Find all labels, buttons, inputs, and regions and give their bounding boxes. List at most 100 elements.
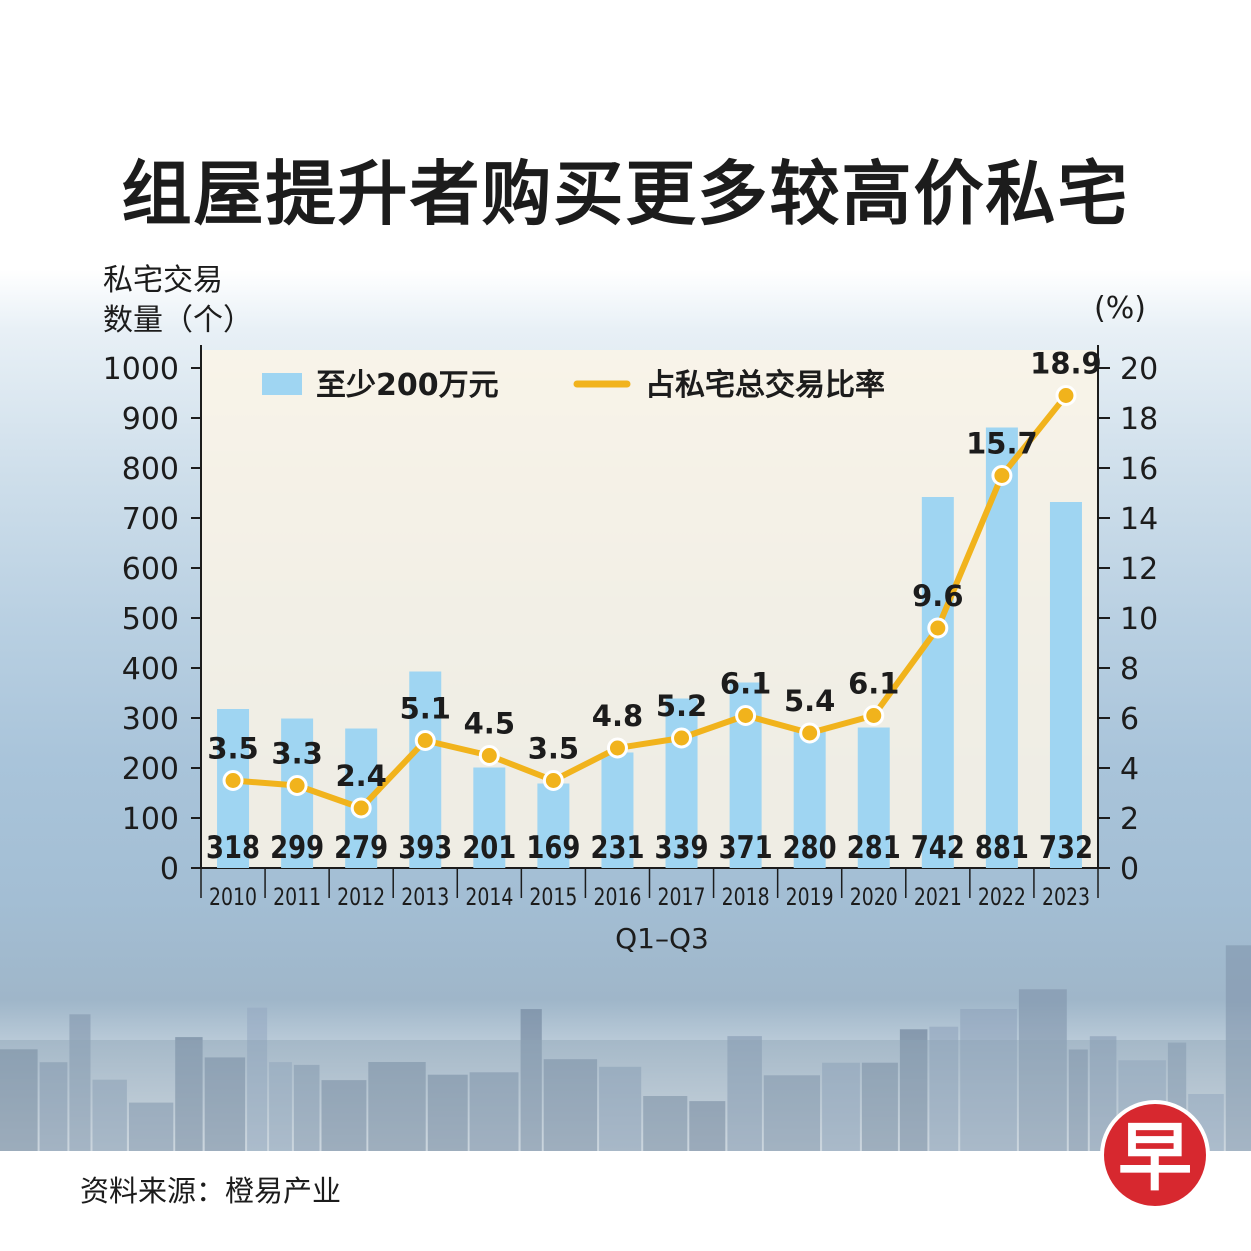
ratio-value-label: 3.3 bbox=[271, 737, 322, 771]
right-tick-label: 4 bbox=[1120, 752, 1139, 787]
x-tick-label: 2015 bbox=[529, 883, 577, 911]
x-tick-label: 2013 bbox=[401, 883, 449, 911]
zaobao-logo: 早 bbox=[1100, 1100, 1210, 1210]
right-tick-label: 2 bbox=[1120, 802, 1139, 837]
left-tick-label: 300 bbox=[122, 702, 179, 737]
x-tick-label: 2022 bbox=[978, 883, 1026, 911]
left-tick-label: 500 bbox=[122, 602, 179, 637]
bar-value-label: 169 bbox=[526, 830, 580, 866]
ratio-point bbox=[542, 770, 564, 791]
legend-bar-swatch bbox=[262, 373, 302, 395]
x-axis-note: Q1–Q3 bbox=[615, 922, 709, 955]
right-tick-label: 16 bbox=[1120, 452, 1158, 487]
building bbox=[929, 1026, 959, 1151]
right-tick-label: 6 bbox=[1120, 702, 1139, 737]
x-tick-label: 2017 bbox=[658, 883, 706, 911]
building bbox=[1225, 945, 1251, 1151]
bar bbox=[473, 767, 506, 868]
right-tick-label: 10 bbox=[1120, 602, 1158, 637]
left-tick-label: 200 bbox=[122, 752, 179, 787]
building bbox=[543, 1059, 598, 1151]
left-tick-label: 0 bbox=[160, 852, 179, 887]
ratio-value-label: 2.4 bbox=[335, 759, 386, 793]
right-tick-label: 8 bbox=[1120, 652, 1139, 687]
ratio-value-label: 3.5 bbox=[528, 732, 579, 766]
ratio-point bbox=[286, 775, 308, 796]
building bbox=[368, 1062, 426, 1151]
left-tick-label: 400 bbox=[122, 652, 179, 687]
ratio-value-label: 9.6 bbox=[912, 579, 963, 613]
building bbox=[960, 1009, 1017, 1151]
bar-value-label: 299 bbox=[270, 830, 324, 866]
ratio-point bbox=[671, 727, 693, 749]
building bbox=[247, 1007, 268, 1151]
building bbox=[727, 1036, 762, 1151]
building bbox=[643, 1096, 688, 1151]
x-tick-label: 2014 bbox=[465, 883, 513, 911]
bar-value-label: 279 bbox=[334, 830, 388, 866]
bar bbox=[665, 698, 698, 868]
ratio-value-label: 6.1 bbox=[848, 667, 899, 701]
ratio-point bbox=[478, 745, 500, 766]
ratio-point bbox=[1055, 385, 1077, 406]
bar bbox=[537, 783, 570, 868]
left-axis-label-line1: 私宅交易 bbox=[103, 263, 223, 298]
building bbox=[822, 1062, 860, 1151]
x-tick-label: 2019 bbox=[786, 883, 834, 911]
building bbox=[469, 1072, 519, 1151]
ratio-value-label: 4.8 bbox=[592, 699, 643, 733]
left-tick-label: 700 bbox=[122, 502, 179, 537]
city-ground bbox=[0, 1040, 1251, 1151]
bar-value-label: 280 bbox=[783, 830, 837, 866]
right-tick-label: 12 bbox=[1120, 552, 1158, 587]
bar bbox=[601, 752, 634, 868]
x-tick-label: 2016 bbox=[593, 883, 641, 911]
building bbox=[321, 1080, 367, 1151]
right-tick-label: 18 bbox=[1120, 402, 1158, 437]
bar-value-label: 742 bbox=[911, 830, 965, 866]
bar-value-label: 281 bbox=[847, 830, 901, 866]
ratio-value-label: 15.7 bbox=[966, 427, 1038, 461]
bar-value-label: 371 bbox=[719, 830, 773, 866]
bar bbox=[985, 427, 1018, 868]
left-tick-label: 800 bbox=[122, 452, 179, 487]
building bbox=[69, 1014, 91, 1151]
ratio-point bbox=[350, 797, 372, 819]
legend-line-label: 占私宅总交易比率 bbox=[645, 368, 885, 403]
legend-bar-label: 至少200万元 bbox=[316, 368, 499, 403]
left-tick-label: 600 bbox=[122, 552, 179, 587]
x-tick-label: 2023 bbox=[1042, 883, 1090, 911]
bar bbox=[921, 497, 954, 868]
ratio-value-label: 4.5 bbox=[464, 707, 515, 741]
x-tick-label: 2020 bbox=[850, 883, 898, 911]
building bbox=[92, 1079, 127, 1151]
building bbox=[175, 1037, 203, 1151]
building bbox=[129, 1102, 174, 1151]
right-axis-label: (%) bbox=[1094, 291, 1146, 326]
ratio-point bbox=[606, 737, 628, 759]
bar-value-label: 231 bbox=[590, 830, 644, 866]
left-tick-label: 1000 bbox=[103, 352, 179, 387]
building bbox=[427, 1074, 468, 1151]
building bbox=[293, 1064, 320, 1151]
x-tick-label: 2018 bbox=[722, 883, 770, 911]
bar bbox=[1049, 502, 1082, 868]
ratio-value-label: 18.9 bbox=[1030, 347, 1102, 381]
ratio-point bbox=[222, 770, 244, 791]
ratio-point bbox=[735, 705, 757, 726]
ratio-value-label: 6.1 bbox=[720, 667, 771, 701]
ratio-point bbox=[414, 730, 436, 751]
bar-value-label: 318 bbox=[206, 830, 260, 866]
x-tick-label: 2010 bbox=[209, 883, 257, 911]
left-axis-label-line2: 数量（个） bbox=[103, 303, 253, 338]
building bbox=[0, 1049, 38, 1151]
bar-value-label: 732 bbox=[1039, 830, 1093, 866]
right-tick-label: 20 bbox=[1120, 352, 1158, 387]
building bbox=[204, 1057, 246, 1151]
building bbox=[689, 1101, 726, 1151]
building bbox=[599, 1066, 642, 1151]
building bbox=[269, 1062, 292, 1151]
source-note: 资料来源：橙易产业 bbox=[80, 1174, 342, 1208]
x-tick-label: 2012 bbox=[337, 883, 385, 911]
